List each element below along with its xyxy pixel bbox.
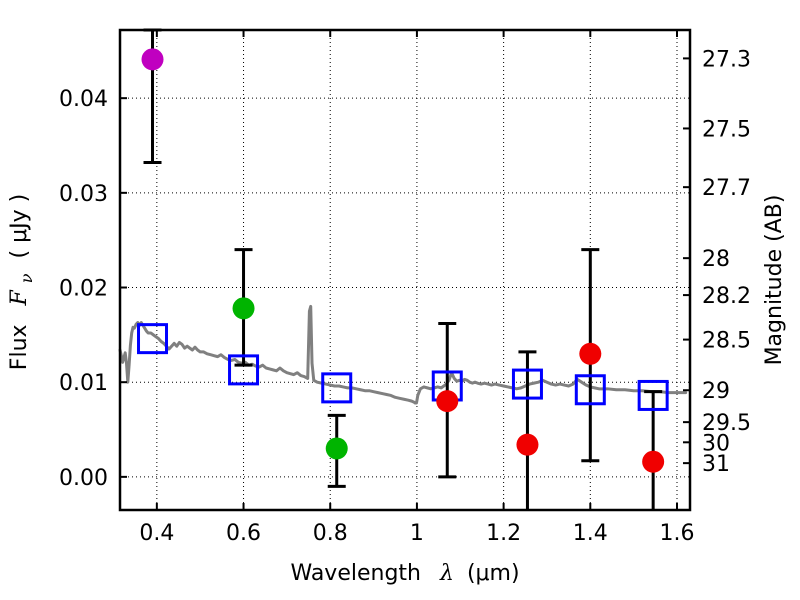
data-point-Y — [436, 390, 459, 413]
model-photometry-markers — [137, 323, 669, 411]
x-tick-label-1: 0.6 — [226, 521, 261, 546]
data-point-J — [516, 433, 539, 456]
data-point-u — [141, 48, 164, 71]
y-tick-label-right-5: 28.5 — [702, 329, 751, 354]
y-left-title-fnu: F — [7, 289, 32, 306]
y-tick-label-right-6: 29 — [702, 379, 730, 404]
y-tick-label-left-0: 0.00 — [59, 466, 108, 491]
x-axis-title-word: Wavelength — [290, 561, 421, 586]
y-tick-label-left-3: 0.03 — [59, 182, 108, 207]
y-tick-label-left-4: 0.04 — [59, 87, 108, 112]
model-point-2 — [321, 372, 353, 404]
data-point-H160 — [642, 450, 665, 473]
data-point-V — [232, 297, 255, 320]
x-tick-label-4: 1.2 — [486, 521, 521, 546]
y-tick-label-right-1: 27.5 — [702, 117, 751, 142]
model-point-6 — [637, 379, 669, 411]
y-axis-right-title: Magnitude (AB) — [762, 195, 787, 366]
axis-frame — [118, 28, 692, 512]
model-point-4 — [511, 368, 543, 400]
model-point-1 — [228, 354, 260, 386]
y-tick-label-right-0: 27.3 — [702, 47, 751, 72]
y-tick-label-right-7: 29.5 — [702, 411, 751, 436]
x-tick-label-3: 1 — [410, 521, 424, 546]
svg-text:Wavelength λ: Wavelength λ (μm) — [290, 561, 519, 586]
y-tick-label-left-2: 0.02 — [59, 277, 108, 302]
y-left-title-unit: ( μJy ) — [7, 194, 32, 259]
axis-titles: Wavelength λ (μm) Flux F ν ( μJy ) Magni… — [7, 194, 787, 586]
observed-photometry-markers — [141, 48, 665, 473]
x-axis-title: Wavelength λ (μm) — [290, 561, 519, 586]
model-point-0 — [137, 323, 169, 355]
y-axis-left-title: Flux F ν ( μJy ) — [7, 194, 38, 370]
plot-area-background — [120, 30, 690, 510]
y-tick-label-right-3: 28 — [702, 247, 730, 272]
y-tick-label-right-4: 28.2 — [702, 284, 751, 309]
data-point-H140 — [579, 342, 602, 365]
x-axis-title-lambda: λ — [439, 561, 454, 586]
plot-border — [118, 28, 692, 512]
x-tick-label-0: 0.4 — [139, 521, 174, 546]
svg-text:Flux F ν: Flux F ν ( μJy ) — [7, 194, 38, 370]
tick-labels: 0.4 0.6 0.8 1 1.2 1.4 1.6 0.00 0.01 0.02 0.03 0.04 2… — [59, 47, 751, 546]
y-tick-label-right-2: 27.7 — [702, 176, 751, 201]
y-left-title-flux: Flux — [7, 324, 32, 370]
x-tick-label-5: 1.4 — [573, 521, 608, 546]
x-tick-label-6: 1.6 — [659, 521, 694, 546]
x-axis-title-unit: (μm) — [467, 561, 520, 586]
y-tick-label-right-8: 30 — [702, 431, 730, 456]
y-left-title-fnu-sub: ν — [17, 273, 36, 283]
y-right-title-text: Magnitude (AB) — [762, 195, 787, 366]
data-point-I — [325, 437, 348, 460]
y-tick-label-right-9: 31 — [702, 452, 730, 477]
y-tick-label-left-1: 0.01 — [59, 371, 108, 396]
x-tick-label-2: 0.8 — [313, 521, 348, 546]
model-point-5 — [574, 374, 606, 406]
